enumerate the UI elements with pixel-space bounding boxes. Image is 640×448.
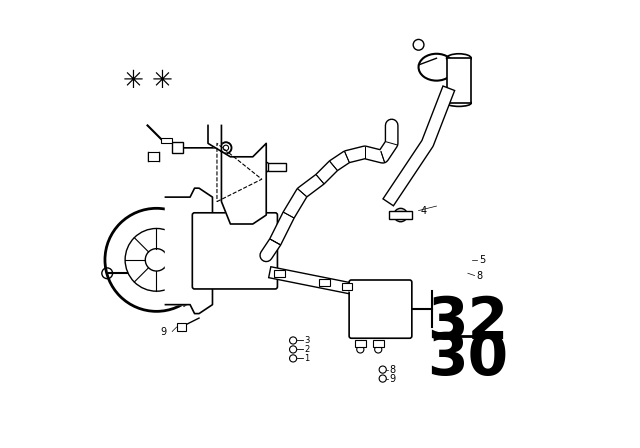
- Circle shape: [379, 366, 387, 373]
- Text: 2: 2: [305, 345, 310, 354]
- Text: 30: 30: [428, 330, 508, 387]
- Polygon shape: [208, 125, 266, 224]
- Bar: [275, 270, 285, 277]
- Ellipse shape: [447, 54, 471, 63]
- Bar: [447, 58, 471, 103]
- Circle shape: [289, 355, 297, 362]
- Text: 9: 9: [160, 327, 166, 336]
- Bar: [342, 283, 352, 290]
- Bar: [319, 279, 330, 286]
- Ellipse shape: [447, 100, 471, 107]
- Circle shape: [413, 39, 424, 50]
- Bar: [373, 340, 383, 347]
- Circle shape: [289, 337, 297, 344]
- Text: 4: 4: [421, 206, 427, 215]
- Text: 8: 8: [477, 271, 483, 280]
- Bar: [269, 163, 287, 171]
- Bar: [355, 340, 365, 347]
- Bar: [148, 152, 159, 161]
- Circle shape: [252, 187, 262, 198]
- Text: 7: 7: [394, 331, 400, 341]
- Bar: [161, 138, 172, 143]
- Text: 9: 9: [389, 374, 396, 383]
- Text: 5: 5: [479, 255, 485, 265]
- Text: ✳ ✳: ✳ ✳: [122, 69, 173, 93]
- Bar: [172, 142, 184, 153]
- Circle shape: [379, 375, 387, 382]
- Circle shape: [221, 142, 231, 153]
- Bar: [177, 323, 186, 331]
- Text: 32: 32: [428, 294, 508, 351]
- Text: 3: 3: [305, 336, 310, 345]
- Circle shape: [289, 346, 297, 353]
- Circle shape: [394, 208, 408, 222]
- FancyBboxPatch shape: [349, 280, 412, 338]
- Text: 8: 8: [389, 365, 396, 375]
- FancyBboxPatch shape: [192, 213, 278, 289]
- Circle shape: [198, 237, 248, 286]
- Circle shape: [252, 160, 262, 171]
- Text: 1: 1: [305, 354, 310, 363]
- Polygon shape: [165, 188, 212, 314]
- Bar: [389, 211, 412, 219]
